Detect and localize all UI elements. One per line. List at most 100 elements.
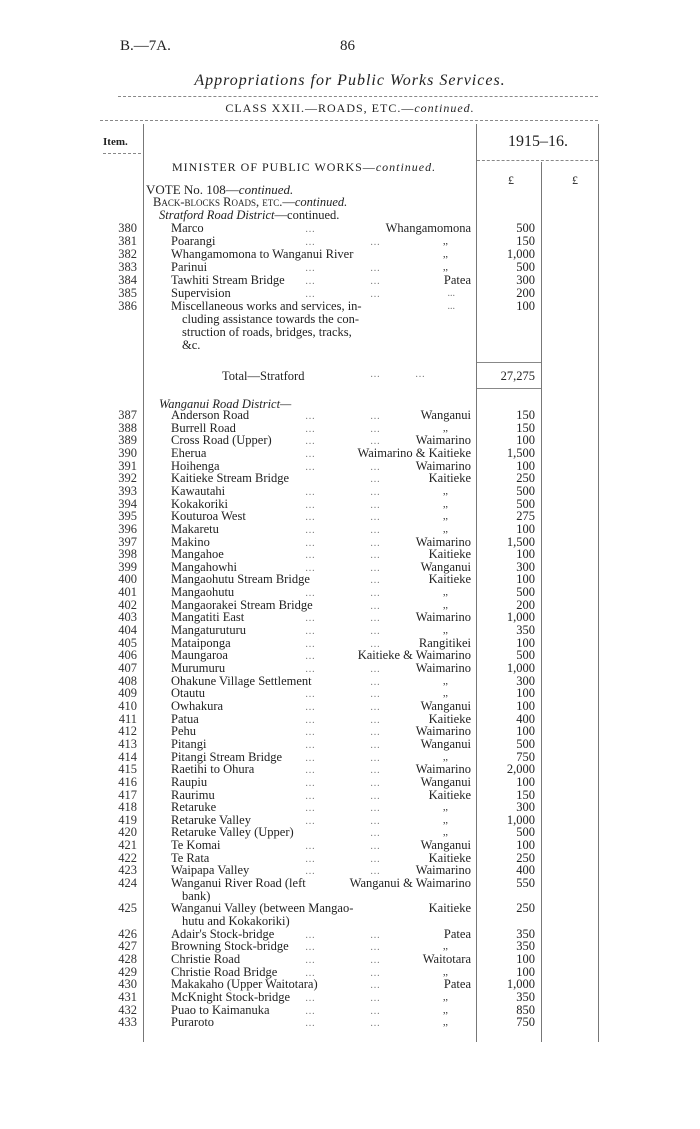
item-name: Mangahoe (171, 547, 224, 562)
district: Waimarino (415, 433, 471, 448)
item-number: 381 (118, 234, 137, 248)
leader-dots: … (370, 765, 380, 777)
item-number: 430 (118, 977, 137, 992)
district: ,, (443, 599, 448, 611)
class-heading-text: CLASS XXII.—ROADS, ETC.— (225, 101, 415, 115)
district: Wanganui & Waimarino (349, 876, 471, 891)
leader-dots: … (370, 474, 380, 486)
leader-dots: … (370, 524, 380, 536)
item-name: Pehu (171, 724, 196, 739)
amount: 1,000 (506, 610, 535, 625)
amount: 350 (516, 989, 535, 1004)
item-name: Miscellaneous works and services, in- (171, 299, 362, 313)
item-name: Hoihenga (171, 458, 220, 473)
amount: 100 (516, 521, 535, 536)
item-name: Kaitieke Stream Bridge (171, 471, 290, 486)
district: ,, (443, 249, 448, 260)
leader-dots: … (305, 651, 315, 663)
item-name: Patua (171, 711, 199, 726)
item-number: 409 (118, 686, 137, 701)
stratford-total-amount: 27,275 (500, 369, 535, 383)
leader-dots: … (370, 263, 380, 274)
leader-dots: … (370, 790, 380, 802)
table-row: 415 Raetihi to Ohura … … Waimarino 2,000 (0, 763, 700, 777)
amount: 100 (516, 458, 535, 473)
leader-dots: … (370, 714, 380, 726)
leader-dots: … (370, 727, 380, 739)
district: Wanganui (420, 559, 471, 574)
minister-text: MINISTER OF PUBLIC WORKS— (172, 160, 376, 174)
table-row: 410 Owhakura … … Wanganui 100 (0, 699, 700, 713)
amount: 500 (516, 483, 535, 498)
district: ,, (443, 675, 448, 687)
leader-dots: … (305, 499, 315, 511)
item-number: 382 (118, 247, 137, 261)
leader-dots: … (305, 701, 315, 713)
leader-dots: … (305, 803, 315, 815)
district: ,, (443, 236, 448, 247)
district: Kaitieke (428, 711, 471, 726)
item-name: hutu and Kokakoriki) (182, 913, 290, 928)
item-number: 429 (118, 964, 137, 979)
district: Wanganui (420, 736, 471, 751)
item-name: Ohakune Village Settlement (171, 673, 312, 688)
item-name: McKnight Stock-bridge (171, 989, 291, 1004)
item-column-header: Item. (103, 136, 128, 148)
leader-dots: … (305, 423, 315, 435)
district: Patea (443, 926, 471, 941)
amount: 400 (516, 711, 535, 726)
amount: 100 (516, 838, 535, 853)
leader-dots: … (370, 967, 380, 979)
amount: 750 (516, 749, 535, 764)
table-row: 431 McKnight Stock-bridge … …,, 350 (0, 989, 700, 1004)
item-number: 398 (118, 547, 137, 562)
item-name: Mangaohutu Stream Bridge (171, 572, 310, 587)
district: ,, (443, 1017, 448, 1029)
table-row: 389 Cross Road (Upper) … … Waimarino 100 (0, 433, 700, 448)
item-name: Tawhiti Stream Bridge (171, 273, 285, 287)
item-number: 422 (118, 850, 137, 865)
leader-dots: … (305, 815, 315, 827)
table-row: 407 Murumuru … … Waimarino 1,000 (0, 661, 700, 676)
item-number: 419 (118, 812, 137, 827)
item-number: 424 (118, 876, 137, 891)
amount: 550 (516, 876, 535, 891)
table-row: 409 Otautu … …,, 100 (0, 686, 700, 701)
leader-dots: … (370, 828, 380, 840)
leader-dots: … (370, 461, 380, 473)
amount: 1,000 (506, 661, 535, 675)
amount: 300 (516, 673, 535, 688)
table-row: 408 Ohakune Village Settlement …,, 300 (0, 673, 700, 688)
district: Kaitieke (428, 787, 471, 802)
district: Whangamomona (385, 221, 471, 235)
district: Rangitikei (418, 635, 471, 650)
document-reference: B.—7A. (120, 38, 171, 54)
district: ,, (443, 1004, 448, 1016)
district: Patea (443, 273, 471, 287)
district: ,, (443, 511, 448, 523)
table-row: 385 Supervision … …... 200 (0, 286, 700, 301)
leader-dots: … (305, 411, 315, 422)
table-row: 397 Makino … … Waimarino 1,500 (0, 534, 700, 549)
leader-dots: … (305, 626, 315, 638)
district: Wanganui (420, 838, 471, 853)
leader-dots: … (305, 841, 315, 853)
vote-heading: VOTE No. 108—continued. (146, 182, 293, 198)
item-number: 420 (118, 825, 137, 840)
district: Waimarino (415, 661, 471, 675)
item-name: Makino (171, 534, 210, 549)
district: Kaitieke & Waimarino (357, 648, 471, 663)
leader-dots: … (370, 411, 380, 422)
district: ... (447, 288, 456, 299)
table-row: 419 Retaruke Valley … …,, 1,000 (0, 812, 700, 827)
leader-dots: … (370, 929, 380, 941)
item-name: Eherua (171, 445, 207, 460)
item-number: 385 (118, 286, 137, 300)
table-row: 399 Mangahowhi … … Wanganui 300 (0, 559, 700, 574)
leader-dots: … (370, 423, 380, 435)
item-name: Mangaturuturu (171, 623, 246, 638)
table-row: 394 Kokakoriki … …,, 500 (0, 497, 700, 511)
district: ,, (443, 587, 448, 599)
amount: 350 (516, 939, 535, 954)
table-row: 428 Christie Road … … Waitotara 100 (0, 952, 700, 966)
